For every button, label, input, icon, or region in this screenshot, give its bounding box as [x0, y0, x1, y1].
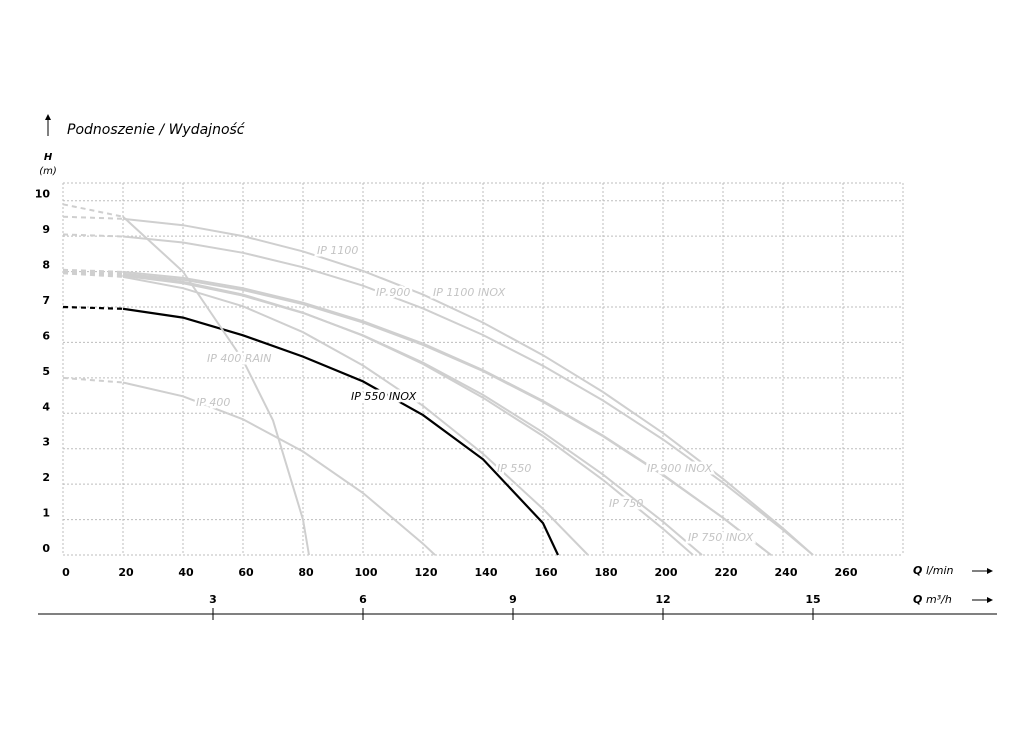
x-tick-label: 240	[775, 566, 798, 579]
curve-label: IP 750	[609, 497, 643, 510]
x-tick-label: 100	[355, 566, 378, 579]
x-tick-label: 200	[655, 566, 678, 579]
y-tick-label: 0	[42, 542, 50, 555]
curve-label: IP 400	[196, 396, 230, 409]
y-tick-label: 3	[42, 436, 50, 449]
curve	[122, 217, 814, 556]
x2-unit: m³/h	[926, 593, 952, 606]
curve	[62, 376, 124, 384]
x-tick-label: 260	[835, 566, 858, 579]
curve	[62, 233, 124, 238]
curve-label: IP 1100 INOX	[433, 286, 506, 299]
x-label: Q	[913, 564, 922, 577]
curve	[62, 268, 124, 273]
y-tick-label: 10	[35, 188, 51, 201]
curve	[122, 381, 436, 556]
x-tick-label: 20	[118, 566, 134, 579]
y-tick-label: 1	[42, 507, 50, 520]
curve	[62, 305, 124, 310]
x2-tick-label: 15	[805, 593, 820, 606]
curve	[62, 215, 124, 220]
y-tick-label: 9	[42, 223, 50, 236]
chart-title: Podnoszenie / Wydajność	[67, 122, 246, 138]
x-unit: l/min	[926, 564, 954, 577]
y-tick-label: 7	[42, 294, 50, 307]
curve-label: IP 550 INOX	[351, 390, 417, 403]
curve-label: IP 400 RAIN	[207, 352, 272, 365]
y-tick-label: 6	[42, 329, 50, 342]
y-arrow-head	[45, 114, 51, 120]
x2-tick-label: 12	[655, 593, 670, 606]
curve	[122, 272, 772, 556]
curve-label: IP 900	[376, 286, 410, 299]
curve	[62, 203, 124, 218]
y-tick-label: 2	[42, 471, 50, 484]
y-tick-label: 4	[42, 400, 50, 413]
y-unit: (m)	[39, 166, 57, 177]
x2-label: Q	[913, 593, 922, 606]
x2-tick-label: 3	[209, 593, 217, 606]
x-tick-label: 220	[715, 566, 738, 579]
x-tick-label: 0	[62, 566, 70, 579]
curve-label: IP 750 INOX	[688, 531, 754, 544]
y-tick-label: 8	[42, 259, 50, 272]
x-tick-label: 40	[178, 566, 194, 579]
curve	[122, 275, 589, 556]
curve-label: IP 900 INOX	[647, 462, 713, 475]
x-tick-label: 120	[415, 566, 438, 579]
x-tick-label: 160	[535, 566, 558, 579]
curve	[122, 273, 694, 556]
x2-tick-label: 6	[359, 593, 367, 606]
curve-label: IP 550	[497, 462, 531, 475]
x-tick-label: 180	[595, 566, 618, 579]
x2-tick-label: 9	[509, 593, 517, 606]
y-label: H	[44, 152, 53, 163]
x-tick-label: 140	[475, 566, 498, 579]
curve-label: IP 1100	[317, 244, 358, 257]
x-arrow-head	[987, 568, 993, 574]
curve	[62, 272, 124, 278]
curve	[122, 235, 814, 556]
x2-arrow-head	[987, 597, 993, 603]
curve	[62, 270, 124, 276]
x-tick-label: 80	[298, 566, 314, 579]
curve	[122, 274, 703, 556]
curve	[122, 307, 559, 556]
y-tick-label: 5	[42, 365, 50, 378]
curve	[122, 215, 310, 556]
x-tick-label: 60	[238, 566, 254, 579]
